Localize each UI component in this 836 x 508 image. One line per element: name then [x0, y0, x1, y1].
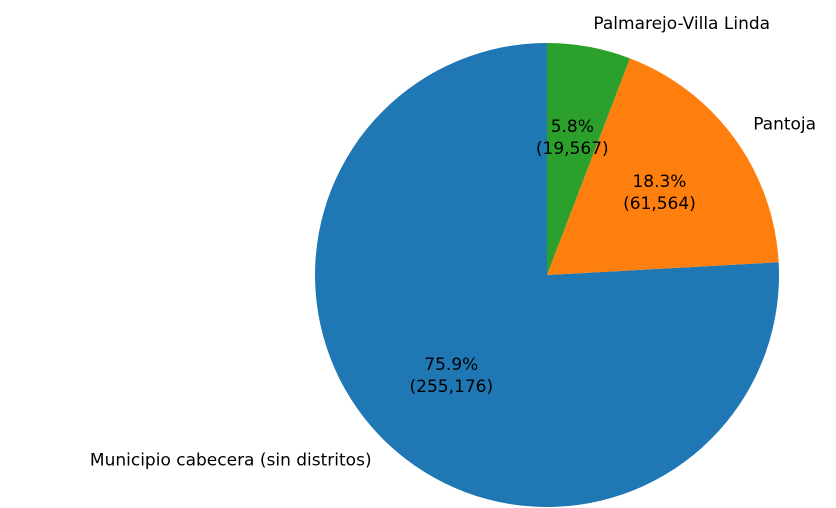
value-label: (61,564): [623, 194, 696, 214]
slice-label: Pantoja: [753, 115, 816, 135]
percent-label: 18.3%: [632, 172, 686, 192]
pie-slice: [547, 58, 779, 276]
value-label: (19,567): [536, 139, 609, 159]
slice-label: Palmarejo-Villa Linda: [593, 14, 770, 34]
slice-label: Municipio cabecera (sin distritos): [90, 450, 372, 470]
percent-label: 75.9%: [424, 355, 478, 375]
value-label: (255,176): [410, 377, 494, 397]
percent-label: 5.8%: [551, 117, 594, 137]
pie-slice: [547, 43, 630, 275]
